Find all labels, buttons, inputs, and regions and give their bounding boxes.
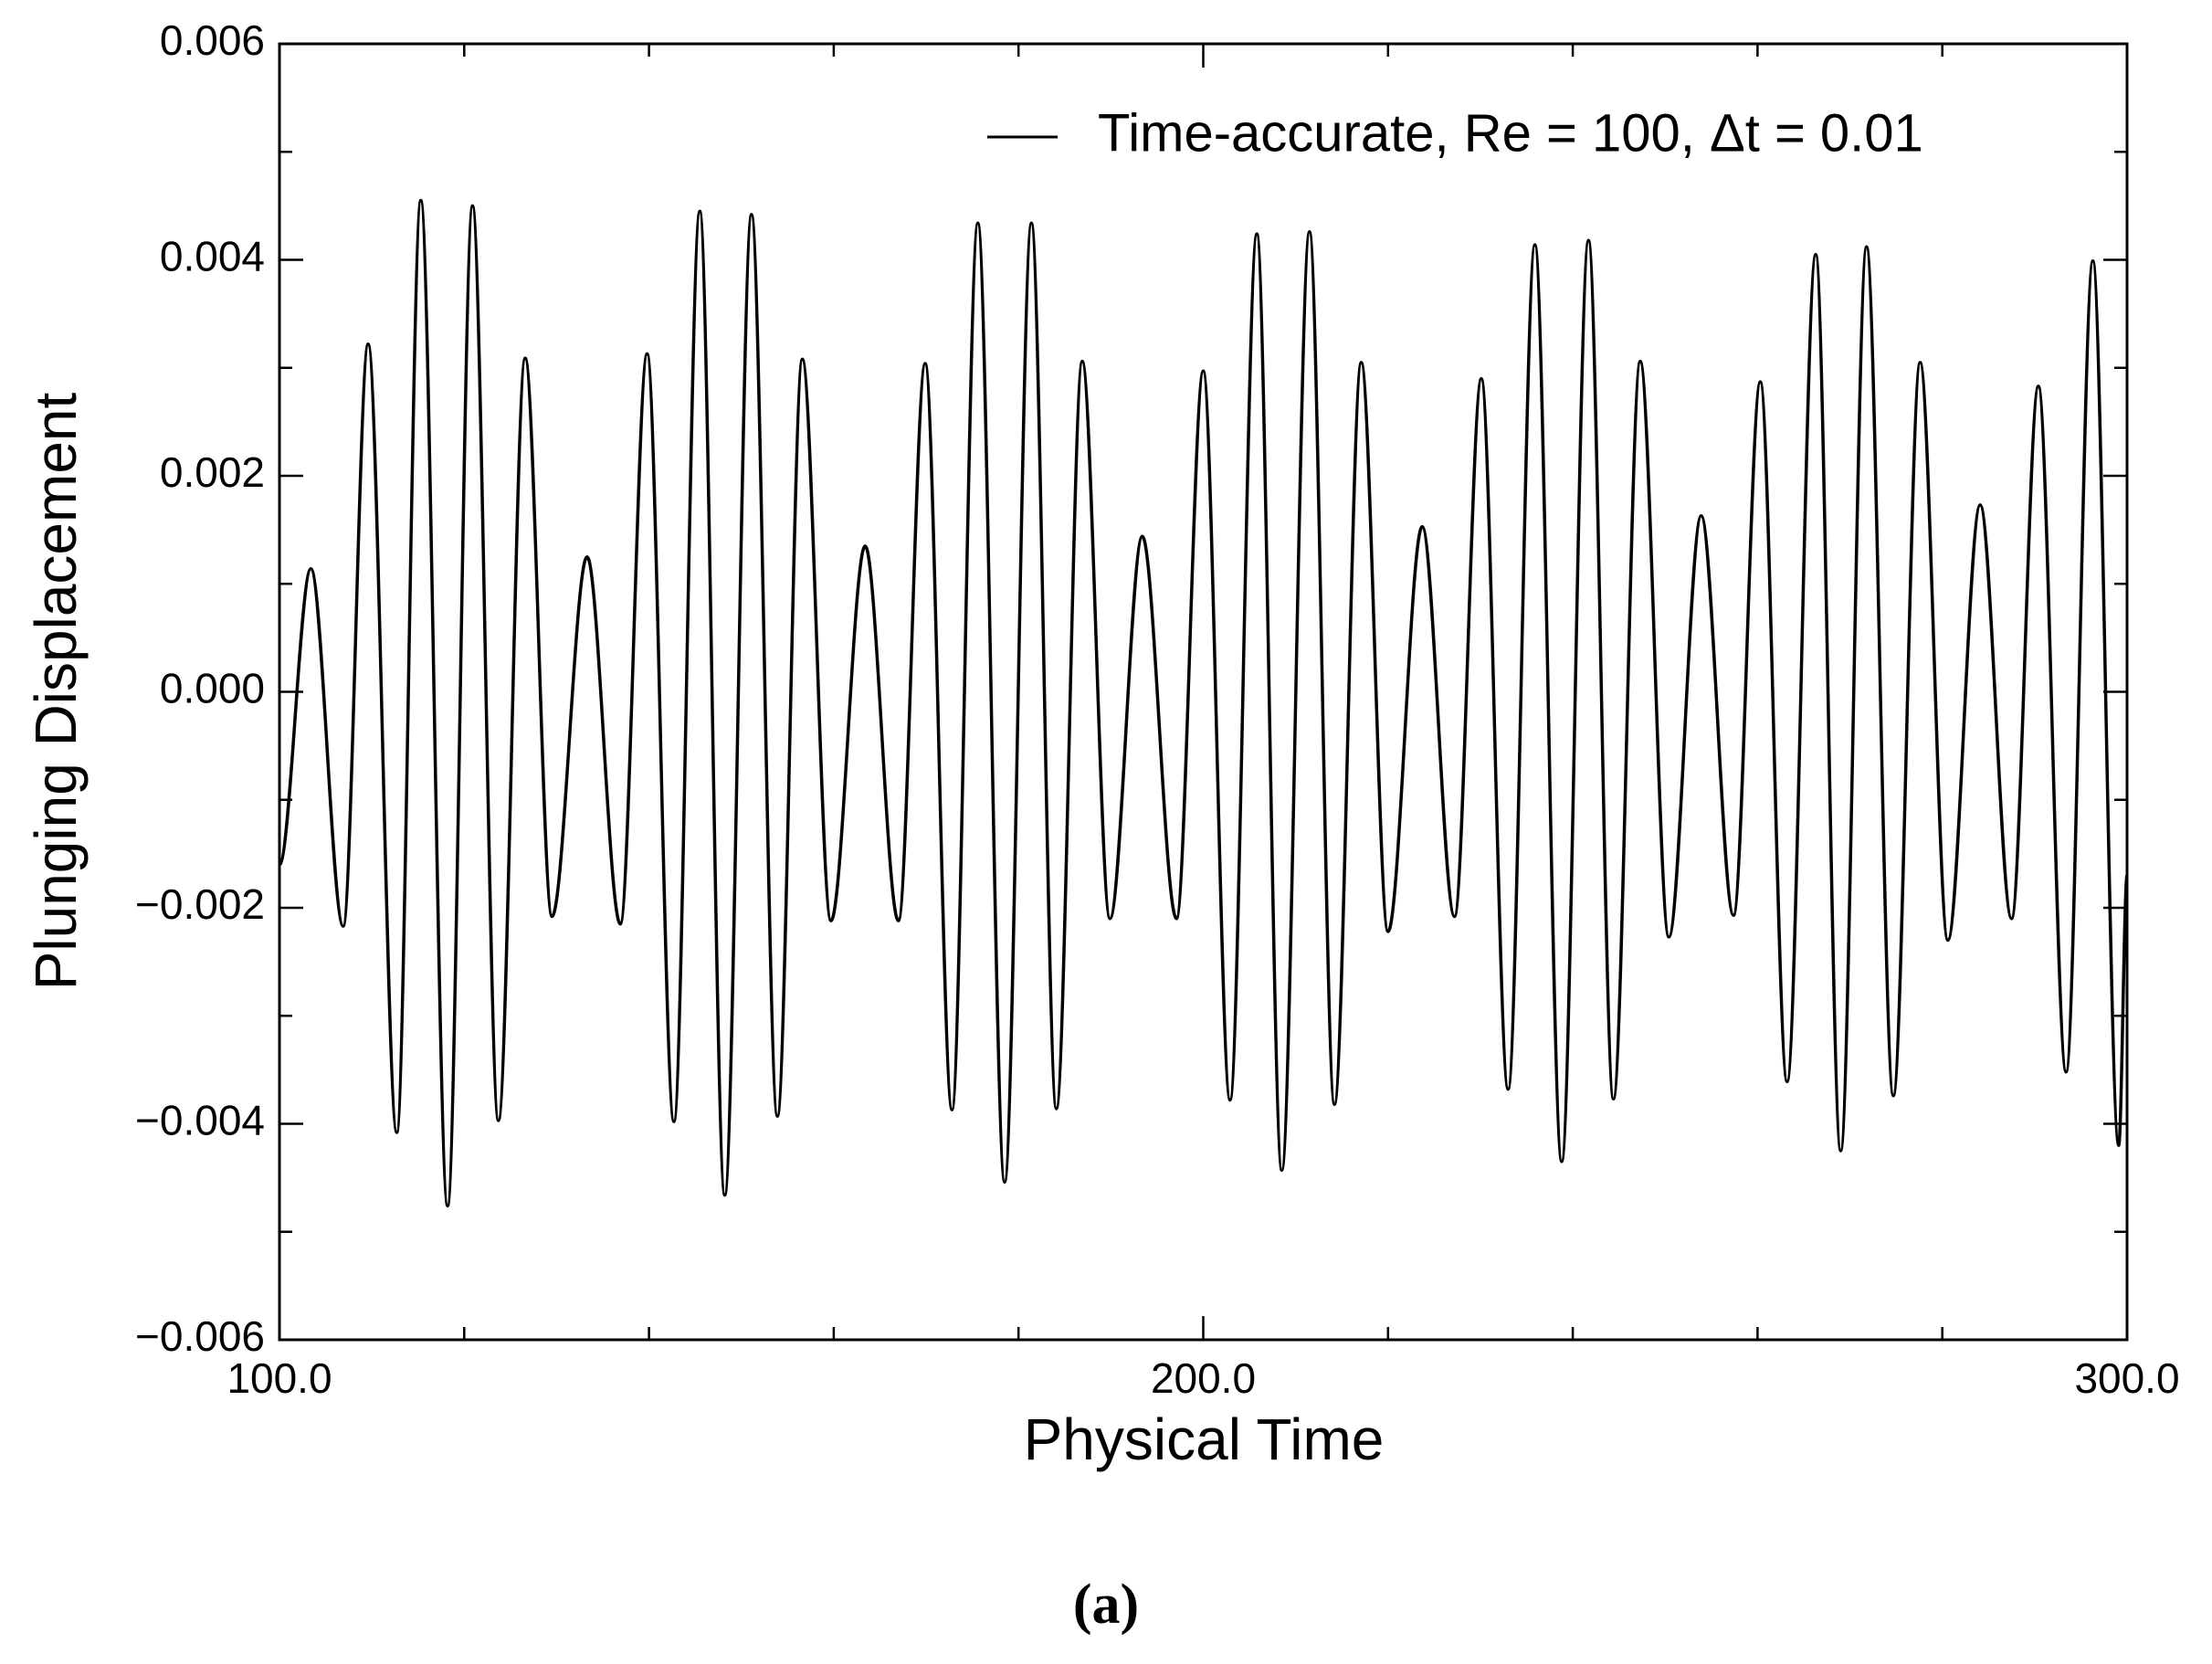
y-tick-label: 0.002 [160, 448, 265, 496]
caption: (a) [1073, 1574, 1139, 1636]
x-tick-label: 300.0 [2074, 1354, 2179, 1402]
y-tick-label: 0.000 [160, 665, 265, 712]
y-tick-label: −0.006 [135, 1312, 265, 1360]
y-tick-label: 0.004 [160, 233, 265, 280]
y-tick-label: −0.002 [135, 880, 265, 928]
y-tick-label: 0.006 [160, 16, 265, 64]
legend-label: Time-accurate, Re = 100, Δt = 0.01 [1098, 103, 1923, 163]
x-tick-label: 100.0 [226, 1354, 332, 1402]
plot-frame [278, 42, 2129, 1342]
y-axis-label: Plunging Displacement [23, 392, 89, 990]
x-axis-label: Physical Time [1024, 1406, 1385, 1472]
x-tick-label: 200.0 [1151, 1354, 1256, 1402]
y-tick-label: −0.004 [135, 1097, 265, 1144]
data-line [278, 198, 2129, 1208]
